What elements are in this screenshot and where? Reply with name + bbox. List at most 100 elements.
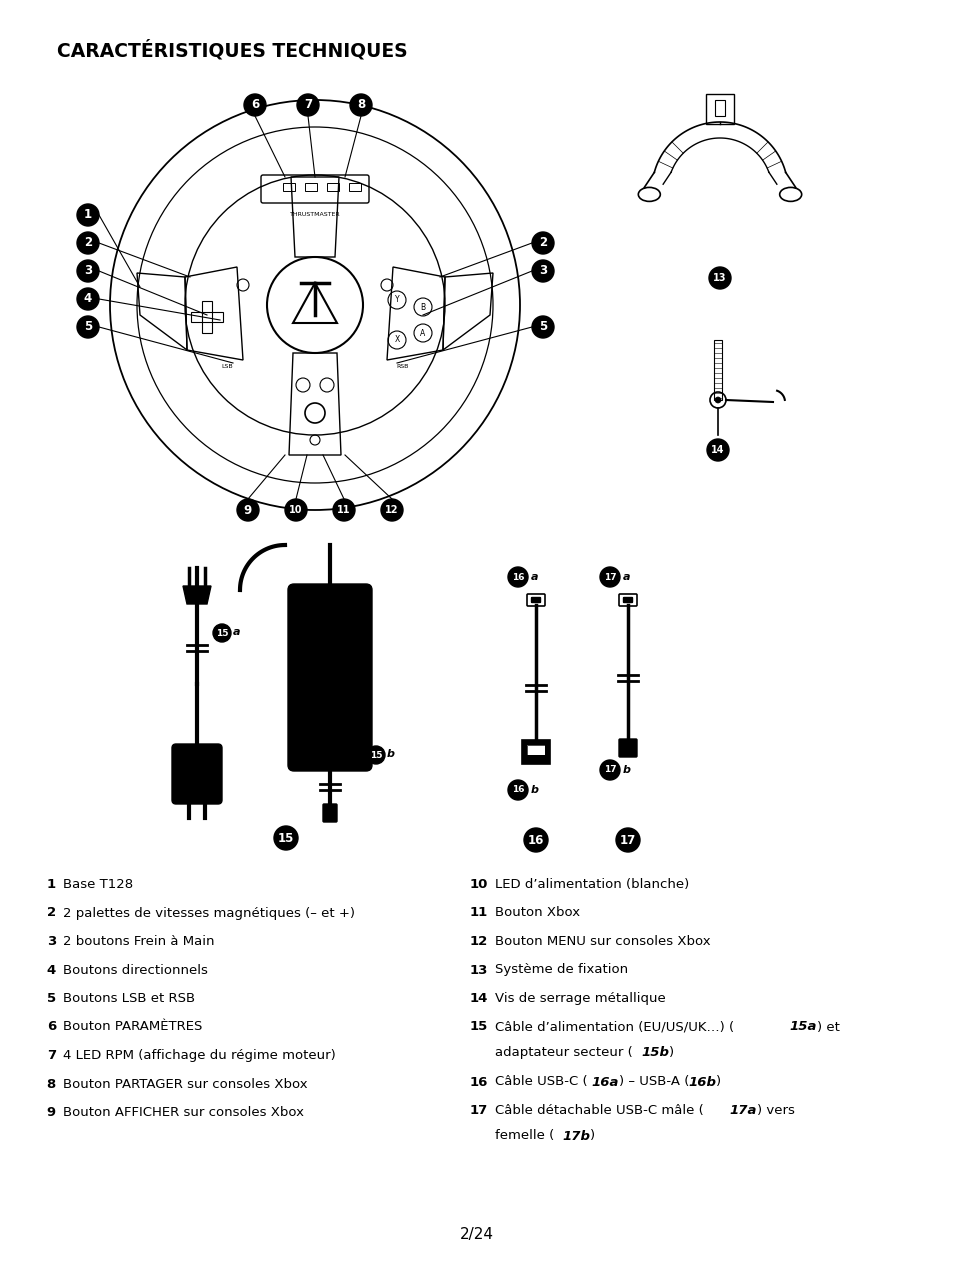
Circle shape xyxy=(507,567,527,586)
Text: Boutons directionnels: Boutons directionnels xyxy=(63,963,208,977)
Circle shape xyxy=(236,499,258,522)
Text: 17: 17 xyxy=(603,572,616,581)
Text: 5: 5 xyxy=(84,321,92,333)
Circle shape xyxy=(523,828,547,852)
Text: 13: 13 xyxy=(469,963,488,977)
Text: 15: 15 xyxy=(277,832,294,845)
Text: THRUSTMASTER: THRUSTMASTER xyxy=(290,212,340,218)
Text: 3: 3 xyxy=(84,265,92,277)
Bar xyxy=(283,183,294,191)
Text: a: a xyxy=(531,572,537,583)
Circle shape xyxy=(532,315,554,338)
Text: 4: 4 xyxy=(84,293,92,305)
Text: A: A xyxy=(420,328,425,337)
Text: b: b xyxy=(622,764,630,775)
Circle shape xyxy=(77,287,99,310)
Text: Base T128: Base T128 xyxy=(63,878,133,890)
Text: 7: 7 xyxy=(304,98,312,112)
Text: 5: 5 xyxy=(538,321,547,333)
Text: ) et: ) et xyxy=(816,1020,839,1033)
Circle shape xyxy=(507,780,527,800)
Text: Y: Y xyxy=(395,295,399,304)
Text: 13: 13 xyxy=(713,273,726,282)
Text: 9: 9 xyxy=(244,504,252,516)
Text: Vis de serrage métallique: Vis de serrage métallique xyxy=(495,992,665,1005)
Text: 3: 3 xyxy=(538,265,546,277)
Text: 2: 2 xyxy=(84,237,92,249)
Text: 3: 3 xyxy=(47,935,56,948)
Text: 8: 8 xyxy=(47,1077,56,1090)
Bar xyxy=(349,183,360,191)
Text: 5: 5 xyxy=(47,992,56,1005)
Text: adaptateur secteur (: adaptateur secteur ( xyxy=(495,1046,632,1060)
Bar xyxy=(526,745,544,756)
FancyBboxPatch shape xyxy=(288,584,372,771)
Text: 16: 16 xyxy=(469,1076,488,1089)
Polygon shape xyxy=(183,586,211,604)
Text: Bouton MENU sur consoles Xbox: Bouton MENU sur consoles Xbox xyxy=(495,935,710,948)
Text: Système de fixation: Système de fixation xyxy=(495,963,627,977)
FancyBboxPatch shape xyxy=(172,744,222,804)
Text: 10: 10 xyxy=(469,878,488,890)
Text: 2/24: 2/24 xyxy=(459,1227,494,1243)
Text: 15a: 15a xyxy=(788,1020,816,1033)
Text: B: B xyxy=(420,303,425,312)
Text: 17: 17 xyxy=(619,833,636,846)
Text: Câble détachable USB-C mâle (: Câble détachable USB-C mâle ( xyxy=(495,1104,703,1117)
Circle shape xyxy=(213,625,231,642)
Text: 17b: 17b xyxy=(561,1130,589,1142)
Bar xyxy=(714,100,724,116)
Circle shape xyxy=(77,259,99,282)
Circle shape xyxy=(296,94,318,116)
Text: Câble d’alimentation (EU/US/UK…) (: Câble d’alimentation (EU/US/UK…) ( xyxy=(495,1020,734,1033)
Bar xyxy=(521,740,550,764)
Text: LED d’alimentation (blanche): LED d’alimentation (blanche) xyxy=(495,878,688,890)
Circle shape xyxy=(367,745,385,764)
Text: X: X xyxy=(394,336,399,345)
Text: 1: 1 xyxy=(47,878,56,890)
Text: 10: 10 xyxy=(289,505,302,515)
Bar xyxy=(705,94,733,123)
Circle shape xyxy=(350,94,372,116)
Text: Bouton Xbox: Bouton Xbox xyxy=(495,907,579,920)
Circle shape xyxy=(532,232,554,254)
Text: 2 palettes de vitesses magnétiques (– et +): 2 palettes de vitesses magnétiques (– et… xyxy=(63,907,355,920)
Circle shape xyxy=(714,397,720,403)
Text: 4 LED RPM (affichage du régime moteur): 4 LED RPM (affichage du régime moteur) xyxy=(63,1049,335,1062)
Text: b: b xyxy=(387,749,395,759)
Text: 14: 14 xyxy=(469,992,488,1005)
Circle shape xyxy=(599,759,619,780)
Circle shape xyxy=(706,439,728,460)
Circle shape xyxy=(77,315,99,338)
Circle shape xyxy=(333,499,355,522)
Text: 17a: 17a xyxy=(728,1104,756,1117)
Text: 14: 14 xyxy=(711,445,724,455)
Text: Bouton PARAMÈTRES: Bouton PARAMÈTRES xyxy=(63,1020,202,1033)
Text: Boutons LSB et RSB: Boutons LSB et RSB xyxy=(63,992,195,1005)
Text: RSB: RSB xyxy=(396,365,409,369)
Text: b: b xyxy=(531,785,538,795)
Bar xyxy=(202,301,212,333)
Text: Câble USB-C (: Câble USB-C ( xyxy=(495,1076,587,1089)
Text: 12: 12 xyxy=(469,935,488,948)
Text: 2: 2 xyxy=(538,237,546,249)
Text: a: a xyxy=(233,627,240,637)
Circle shape xyxy=(285,499,307,522)
FancyBboxPatch shape xyxy=(531,598,540,603)
Bar xyxy=(327,183,338,191)
Text: femelle (: femelle ( xyxy=(495,1130,554,1142)
Circle shape xyxy=(244,94,266,116)
Bar xyxy=(713,340,721,399)
Text: 17: 17 xyxy=(603,766,616,775)
Circle shape xyxy=(380,499,402,522)
Text: ) – USB-A (: ) – USB-A ( xyxy=(618,1076,689,1089)
Text: 16: 16 xyxy=(527,833,543,846)
Text: ) vers: ) vers xyxy=(757,1104,794,1117)
Text: ): ) xyxy=(716,1076,720,1089)
Bar xyxy=(305,183,316,191)
Text: 11: 11 xyxy=(469,907,488,920)
Bar xyxy=(526,745,544,756)
Circle shape xyxy=(274,826,297,850)
FancyBboxPatch shape xyxy=(623,598,632,603)
Circle shape xyxy=(616,828,639,852)
